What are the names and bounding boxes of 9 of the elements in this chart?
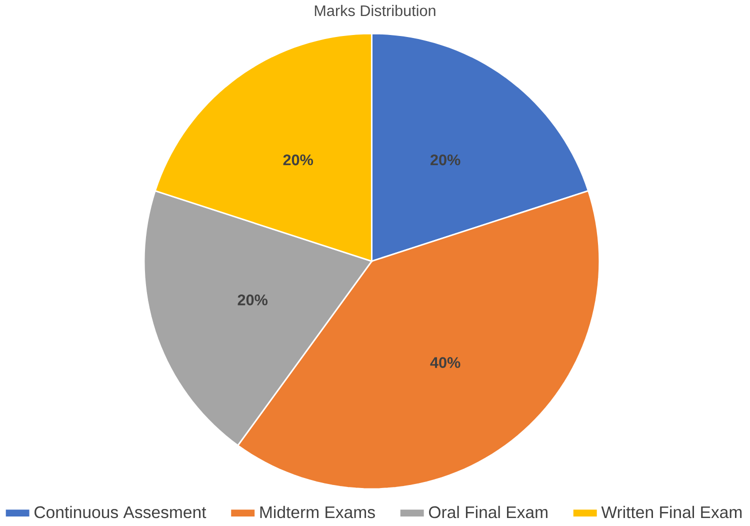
data-label: 20% bbox=[283, 154, 314, 166]
chart-title: Marks Distribution bbox=[314, 4, 436, 16]
data-label: 20% bbox=[238, 294, 268, 306]
legend-label: Continuous Assesment bbox=[34, 506, 206, 518]
legend-label: Midterm Exams bbox=[260, 506, 375, 518]
legend-label: Written Final Exam bbox=[601, 506, 742, 518]
data-label: 20% bbox=[430, 154, 460, 166]
data-label: 40% bbox=[430, 357, 460, 368]
legend-label: Oral Final Exam bbox=[429, 506, 548, 518]
